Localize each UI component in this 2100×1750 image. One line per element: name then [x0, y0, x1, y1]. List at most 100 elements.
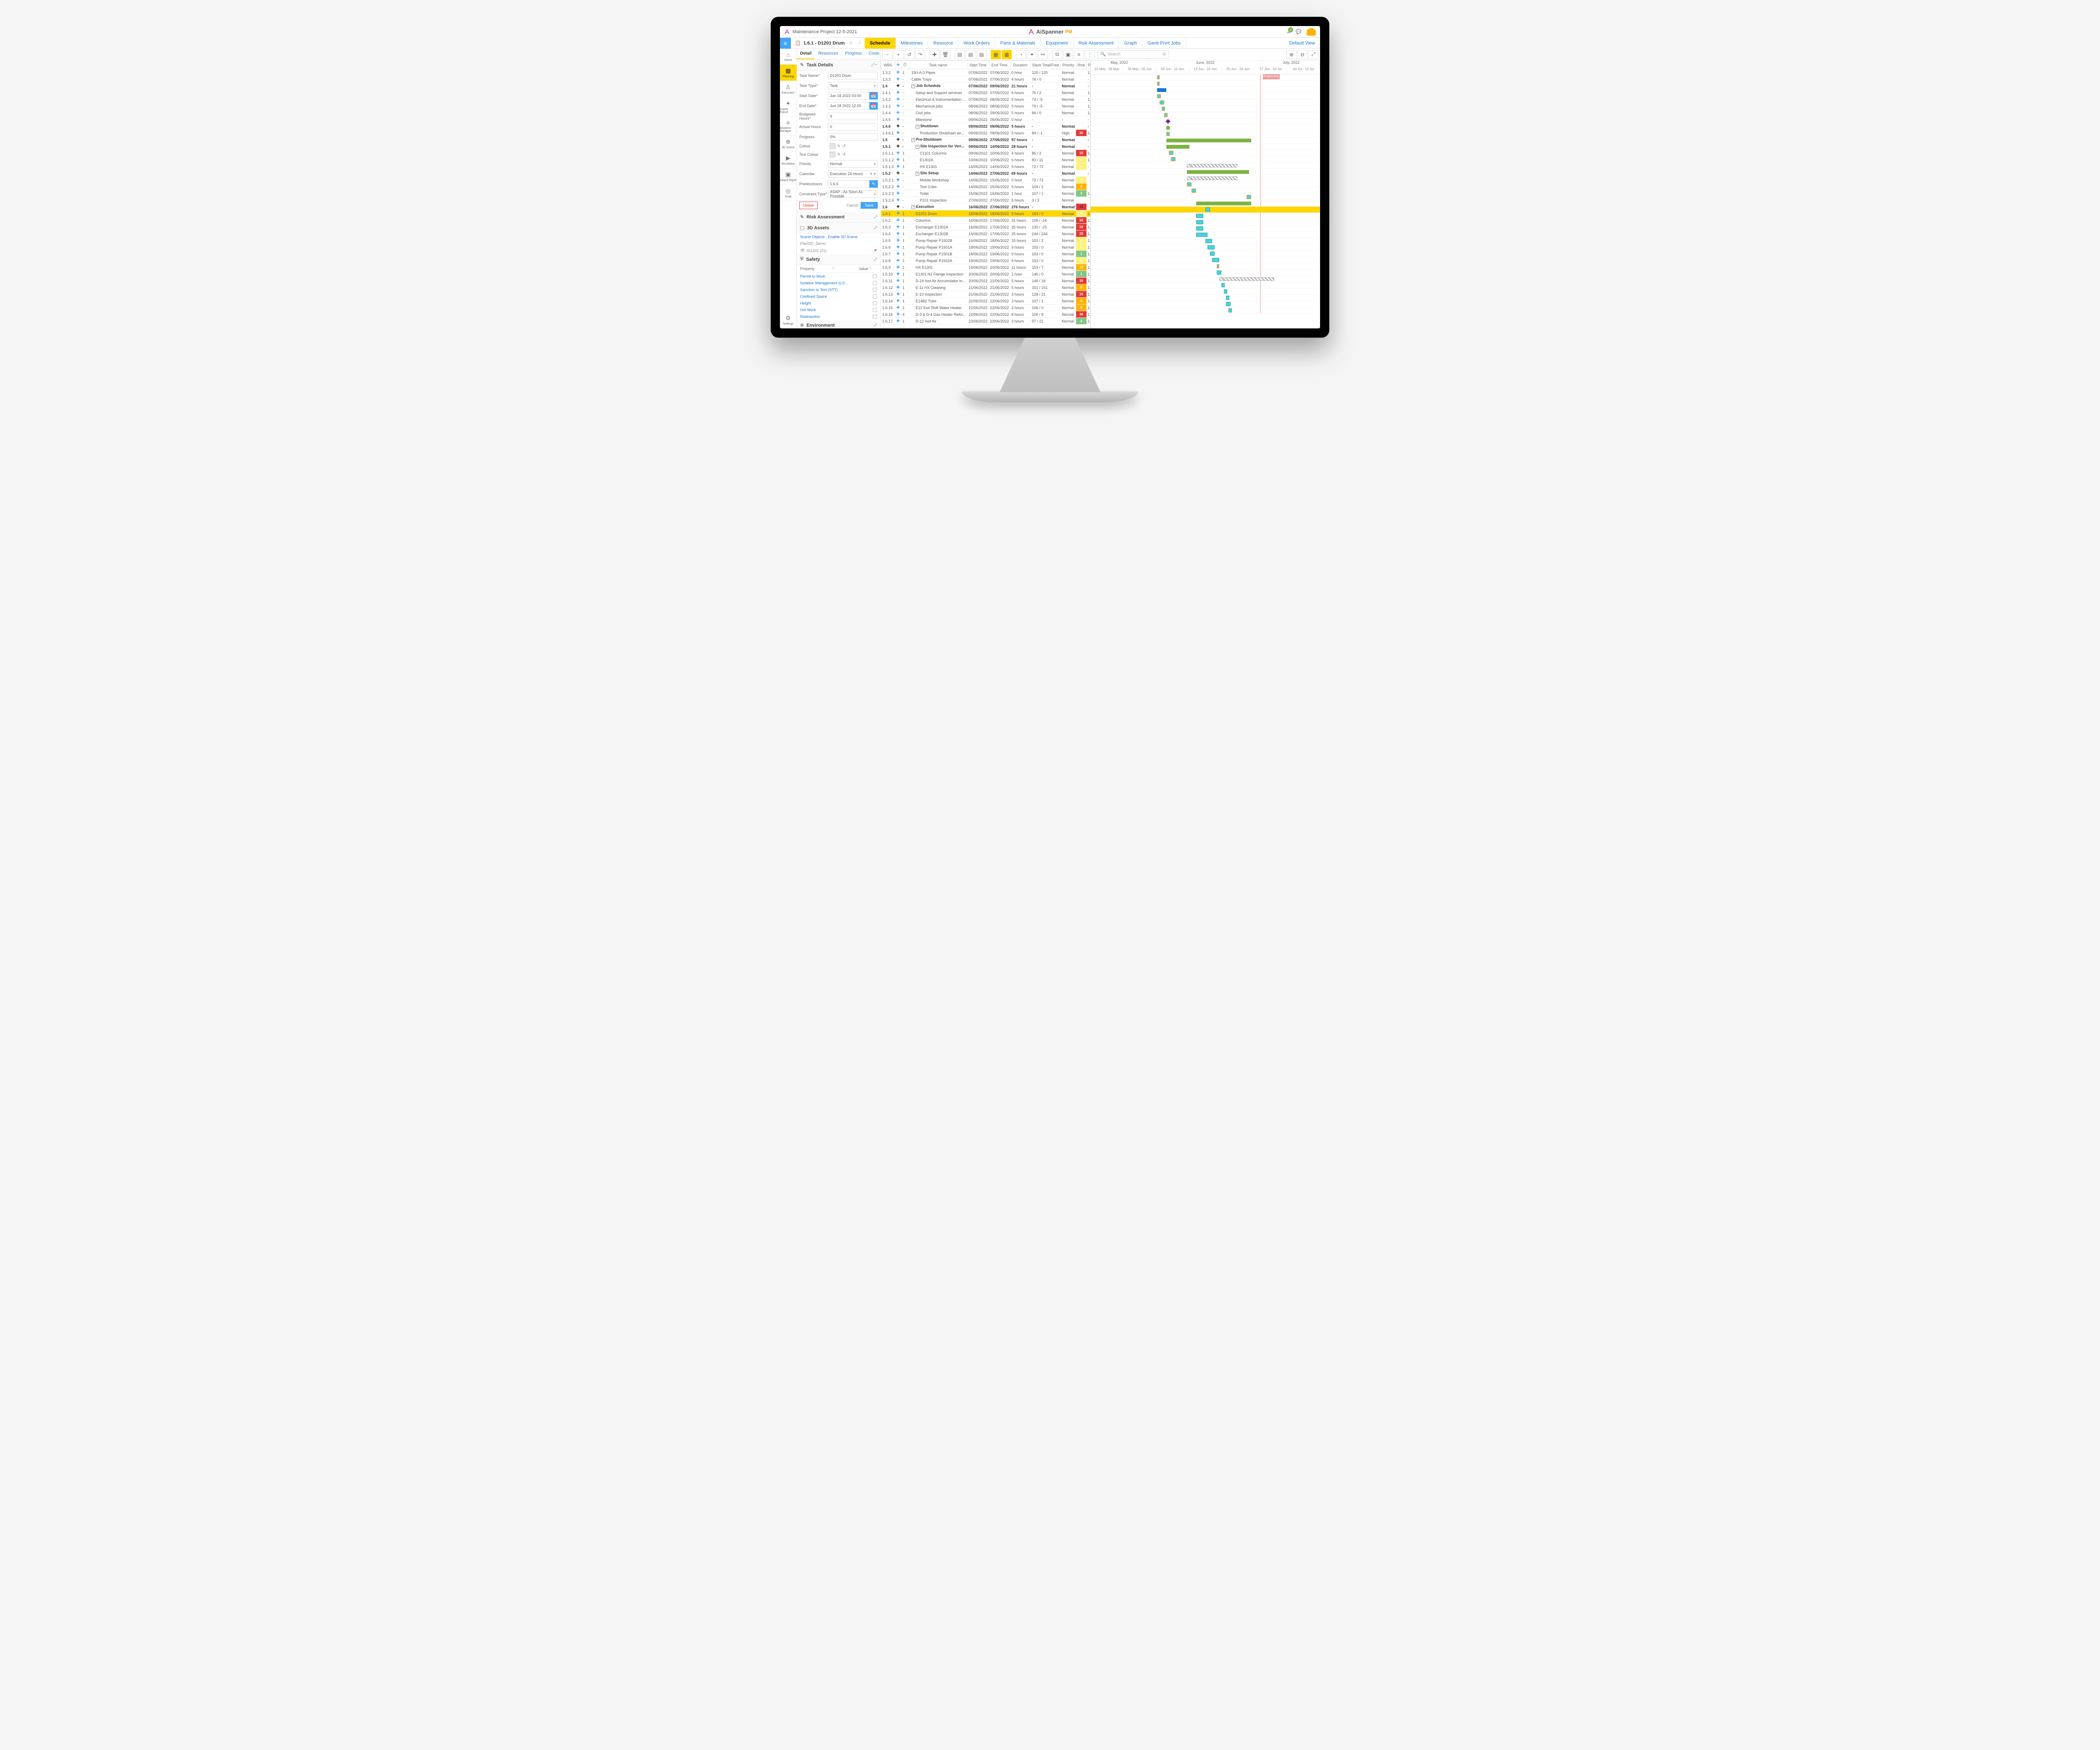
table-row[interactable]: 1.5.1✚-−Site Inspection for Veri...09/06…: [881, 143, 1091, 150]
gantt-bar[interactable]: [1187, 176, 1192, 180]
col-header[interactable]: ✚: [895, 61, 901, 69]
milestone-marker[interactable]: [1166, 119, 1171, 123]
toolbar-btn-2[interactable]: ↺: [904, 50, 914, 59]
col-header[interactable]: ⛑: [901, 61, 909, 69]
gantt-row[interactable]: [1091, 150, 1320, 156]
color-swatch[interactable]: [830, 143, 835, 149]
gantt-bar[interactable]: [1166, 126, 1170, 130]
add-icon[interactable]: ✚: [895, 190, 901, 197]
safety-header[interactable]: ⛨ Safety ⤢: [797, 254, 880, 265]
col-header[interactable]: End Time: [989, 61, 1010, 69]
star-icon[interactable]: ☆: [849, 40, 853, 46]
collapse-icon[interactable]: −: [916, 125, 919, 129]
toolbar-btn-13[interactable]: ▦: [1002, 50, 1012, 59]
add-icon[interactable]: ✚: [895, 136, 901, 143]
gantt-bar[interactable]: [1219, 277, 1224, 281]
gantt-row[interactable]: [1091, 276, 1320, 282]
gantt-bar[interactable]: [1196, 214, 1203, 218]
add-icon[interactable]: ✚: [895, 217, 901, 224]
gantt-bar[interactable]: [1160, 100, 1164, 105]
col-header[interactable]: Start Time: [967, 61, 989, 69]
gantt-row[interactable]: [1091, 131, 1320, 137]
select-input[interactable]: Execution 24 Hours✕ ▾: [828, 170, 878, 178]
add-icon[interactable]: ✚: [895, 224, 901, 231]
zoom-btn-2[interactable]: ⤢: [1308, 50, 1318, 59]
gantt-bar[interactable]: [1157, 81, 1159, 86]
table-row[interactable]: 1.5.1.1✚1C1101 Columns09/06/202210/06/20…: [881, 150, 1091, 157]
zoom-btn-1[interactable]: ⊖: [1297, 50, 1307, 59]
safety-row[interactable]: Hot Work: [797, 307, 880, 313]
gantt-bar[interactable]: [1210, 252, 1215, 256]
gantt-row[interactable]: [1091, 251, 1320, 257]
toolbar-btn-5[interactable]: ✚: [929, 50, 940, 59]
toolbar-btn-22[interactable]: ⋮: [1085, 50, 1095, 59]
col-header[interactable]: WBS: [881, 61, 895, 69]
gantt-bar[interactable]: [1221, 283, 1225, 287]
add-icon[interactable]: ✚: [895, 237, 901, 244]
gantt-row[interactable]: [1091, 93, 1320, 100]
gantt-row[interactable]: [1091, 257, 1320, 263]
rail-simulation[interactable]: ▶Simulation: [780, 152, 797, 168]
subtab-progress[interactable]: Progress: [842, 49, 865, 59]
gantt-bar[interactable]: [1208, 245, 1214, 249]
toolbar-btn-19[interactable]: ⧉: [1052, 50, 1062, 59]
gantt-row[interactable]: [1091, 144, 1320, 150]
gantt-row[interactable]: [1091, 112, 1320, 118]
table-row[interactable]: 1.6.9✚1HX E130119/06/202220/06/202211 ho…: [881, 264, 1091, 271]
gantt-row[interactable]: [1091, 118, 1320, 125]
gantt-bar[interactable]: [1224, 289, 1227, 294]
toolbar-btn-21[interactable]: ≡: [1074, 50, 1084, 59]
add-icon[interactable]: ✚: [895, 318, 901, 325]
col-header[interactable]: Slack Total/Free: [1031, 61, 1060, 69]
gantt-bar[interactable]: [1196, 226, 1203, 231]
gantt-bar[interactable]: [1157, 88, 1166, 92]
gantt-row[interactable]: [1091, 87, 1320, 93]
gantt-bar[interactable]: [1166, 132, 1170, 136]
text-input[interactable]: 9: [828, 113, 878, 120]
add-icon[interactable]: ✚: [895, 83, 901, 89]
gantt-bar[interactable]: [1205, 239, 1212, 243]
table-row[interactable]: 1.6.3✚1Exchanger E1302A16/06/202217/06/2…: [881, 224, 1091, 231]
add-icon[interactable]: ✚: [895, 157, 901, 163]
gantt-row[interactable]: [1091, 301, 1320, 307]
add-icon[interactable]: ✚: [895, 163, 901, 170]
gantt-bar[interactable]: [1196, 202, 1251, 205]
gantt-bar[interactable]: [1217, 270, 1221, 275]
collapse-icon[interactable]: −: [911, 84, 915, 88]
rail-baseline-manager[interactable]: ≡Baseline Manager: [780, 117, 797, 136]
gantt-row[interactable]: [1091, 232, 1320, 238]
table-row[interactable]: 1.3.3✚-Cable Trays07/06/202207/06/20224 …: [881, 76, 1091, 83]
rail--d-scene[interactable]: ⊕3D Scene: [780, 136, 797, 152]
add-icon[interactable]: ✚: [895, 278, 901, 284]
select-input[interactable]: ASAP - As Soon As Possible: [828, 190, 878, 198]
gantt-bar[interactable]: [1217, 264, 1219, 268]
add-icon[interactable]: ✚: [895, 304, 901, 311]
tab-work-orders[interactable]: Work Orders: [958, 38, 995, 49]
table-row[interactable]: 1.6.17✚1D-12 Inst Air23/06/202223/06/202…: [881, 318, 1091, 325]
col-header[interactable]: Pred: [1087, 61, 1091, 69]
table-row[interactable]: 1.4.2✚-Electrical & Instrumentation ...0…: [881, 96, 1091, 103]
rail-space-mgmt[interactable]: ▣Space Mgmt: [780, 168, 797, 185]
gantt-bar[interactable]: [1166, 145, 1189, 149]
col-header[interactable]: Risk: [1076, 61, 1087, 69]
text-input[interactable]: D1201 Drum: [828, 72, 878, 79]
gantt-bar[interactable]: [1247, 195, 1251, 199]
rail-settings[interactable]: ⚙Settings: [780, 312, 797, 328]
gantt-row[interactable]: [1091, 106, 1320, 112]
add-icon[interactable]: ✚: [895, 184, 901, 190]
table-row[interactable]: 1.6.8✚1Pump Repair P1502A19/06/202219/06…: [881, 257, 1091, 264]
tab-milestones[interactable]: Milestones: [896, 38, 929, 49]
gantt-bar[interactable]: [1157, 94, 1160, 98]
table-row[interactable]: 1.6.7✚1Pump Repair P1501B18/06/202219/06…: [881, 251, 1091, 257]
gantt-bar[interactable]: [1171, 157, 1176, 161]
add-icon[interactable]: ✚: [895, 116, 901, 123]
gantt-bar[interactable]: [1212, 258, 1219, 262]
cancel-button[interactable]: Cancel: [846, 203, 858, 207]
reset-icon[interactable]: ↺: [842, 152, 845, 157]
tab-risk-assessment[interactable]: Risk Assessment: [1074, 38, 1119, 49]
table-row[interactable]: 1.4.1✚-Setup and Support services07/06/2…: [881, 89, 1091, 96]
add-icon[interactable]: ✚: [895, 284, 901, 291]
table-row[interactable]: 1.6.6✚1Pump Repair P1501A18/06/202219/06…: [881, 244, 1091, 251]
gantt-bar[interactable]: [1192, 189, 1196, 193]
tab-schedule[interactable]: Schedule: [865, 38, 896, 49]
